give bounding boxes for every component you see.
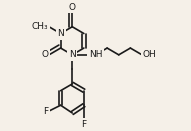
Text: F: F — [81, 120, 87, 129]
Text: N: N — [69, 50, 76, 59]
Text: N: N — [57, 29, 64, 38]
Text: CH₃: CH₃ — [32, 22, 49, 31]
Text: O: O — [41, 50, 49, 59]
Text: NH: NH — [89, 50, 102, 59]
Text: F: F — [43, 107, 49, 116]
Text: O: O — [69, 3, 76, 12]
Text: OH: OH — [142, 50, 156, 59]
